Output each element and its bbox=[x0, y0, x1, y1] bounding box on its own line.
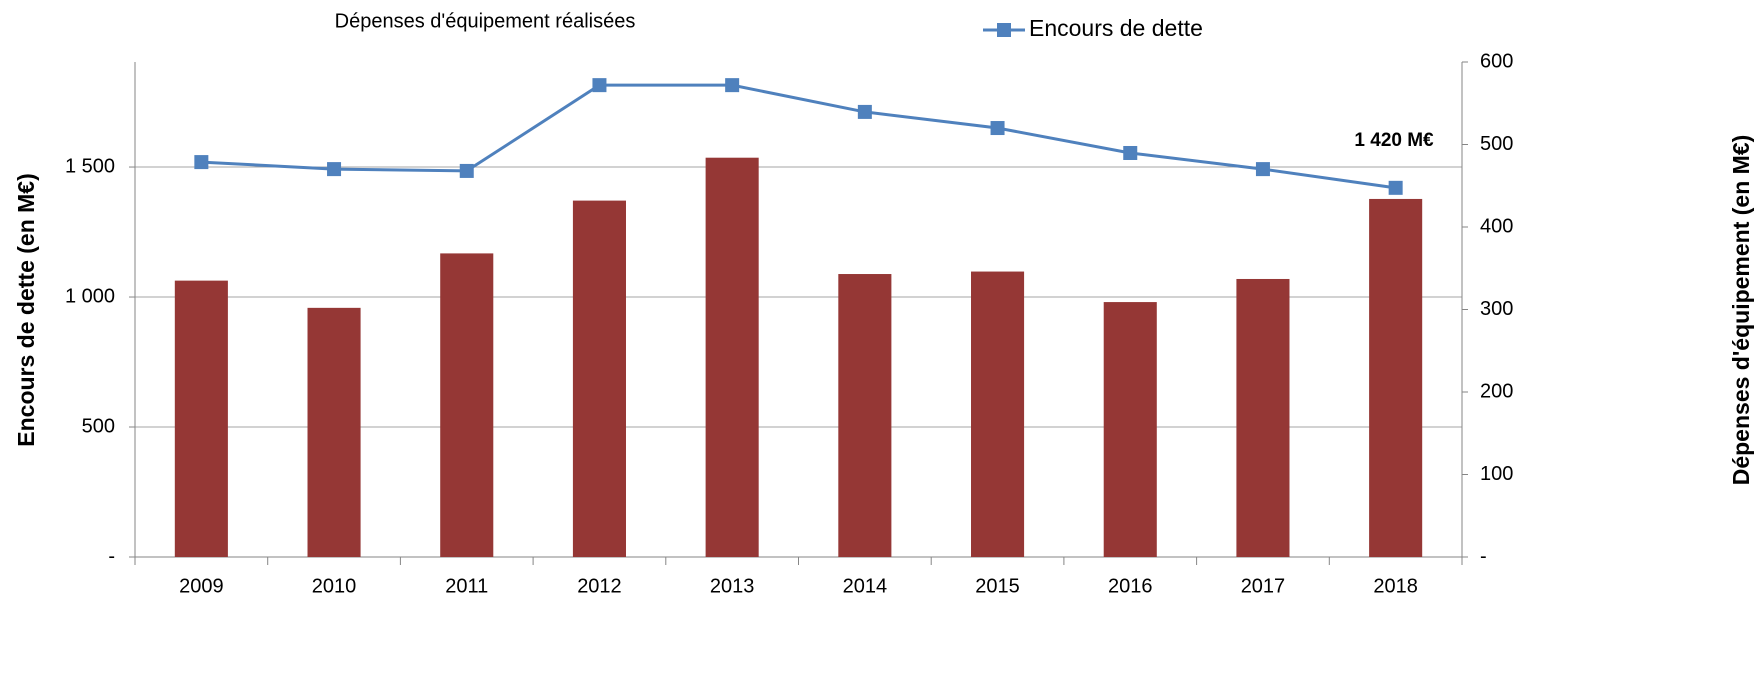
marker bbox=[990, 121, 1005, 136]
y2-tick-label: 500 bbox=[1480, 133, 1513, 155]
bar bbox=[440, 253, 494, 557]
marker bbox=[1255, 162, 1270, 177]
x-tick-label: 2014 bbox=[843, 575, 888, 597]
bar bbox=[1369, 198, 1423, 557]
marker bbox=[1388, 180, 1403, 195]
y-tick-label: 1 500 bbox=[65, 155, 115, 177]
x-tick-label: 2013 bbox=[710, 575, 755, 597]
bar bbox=[971, 271, 1025, 557]
marker bbox=[725, 78, 740, 93]
y2-tick-label: - bbox=[1480, 545, 1487, 567]
bar bbox=[174, 280, 228, 557]
bar bbox=[307, 307, 361, 557]
legend-label: Dépenses d'équipement réalisées bbox=[335, 10, 636, 32]
bar bbox=[1236, 278, 1290, 557]
y-axis-title: Encours de dette (en M€) bbox=[13, 173, 39, 446]
x-tick-label: 2017 bbox=[1241, 575, 1286, 597]
x-tick-label: 2015 bbox=[975, 575, 1020, 597]
legend-label: Encours de dette bbox=[1029, 15, 1203, 41]
marker bbox=[1123, 145, 1138, 160]
bar bbox=[1103, 302, 1157, 557]
legend-swatch bbox=[997, 23, 1011, 37]
y2-axis-title: Dépenses d'équipement (en M€) bbox=[1728, 135, 1754, 486]
x-tick-label: 2012 bbox=[577, 575, 622, 597]
x-tick-label: 2009 bbox=[179, 575, 224, 597]
x-tick-label: 2010 bbox=[312, 575, 357, 597]
marker bbox=[857, 104, 872, 119]
x-tick-label: 2011 bbox=[445, 575, 488, 597]
marker bbox=[592, 78, 607, 93]
line bbox=[201, 83, 1396, 190]
bar bbox=[705, 157, 759, 557]
x-tick-label: 2016 bbox=[1108, 575, 1153, 597]
bar bbox=[838, 274, 892, 557]
y2-tick-label: 300 bbox=[1480, 298, 1513, 320]
annotation: 1 420 M€ bbox=[1354, 130, 1434, 151]
bar bbox=[572, 200, 626, 557]
y2-tick-label: 400 bbox=[1480, 215, 1513, 237]
marker bbox=[194, 155, 209, 170]
y2-tick-label: 600 bbox=[1480, 50, 1513, 72]
marker bbox=[327, 162, 342, 177]
y2-tick-label: 100 bbox=[1480, 463, 1513, 485]
y2-tick-label: 200 bbox=[1480, 380, 1513, 402]
x-tick-label: 2018 bbox=[1373, 575, 1418, 597]
y-tick-label: - bbox=[108, 545, 115, 567]
y-tick-label: 1 000 bbox=[65, 285, 115, 307]
y-tick-label: 500 bbox=[82, 415, 115, 437]
marker bbox=[459, 163, 474, 178]
